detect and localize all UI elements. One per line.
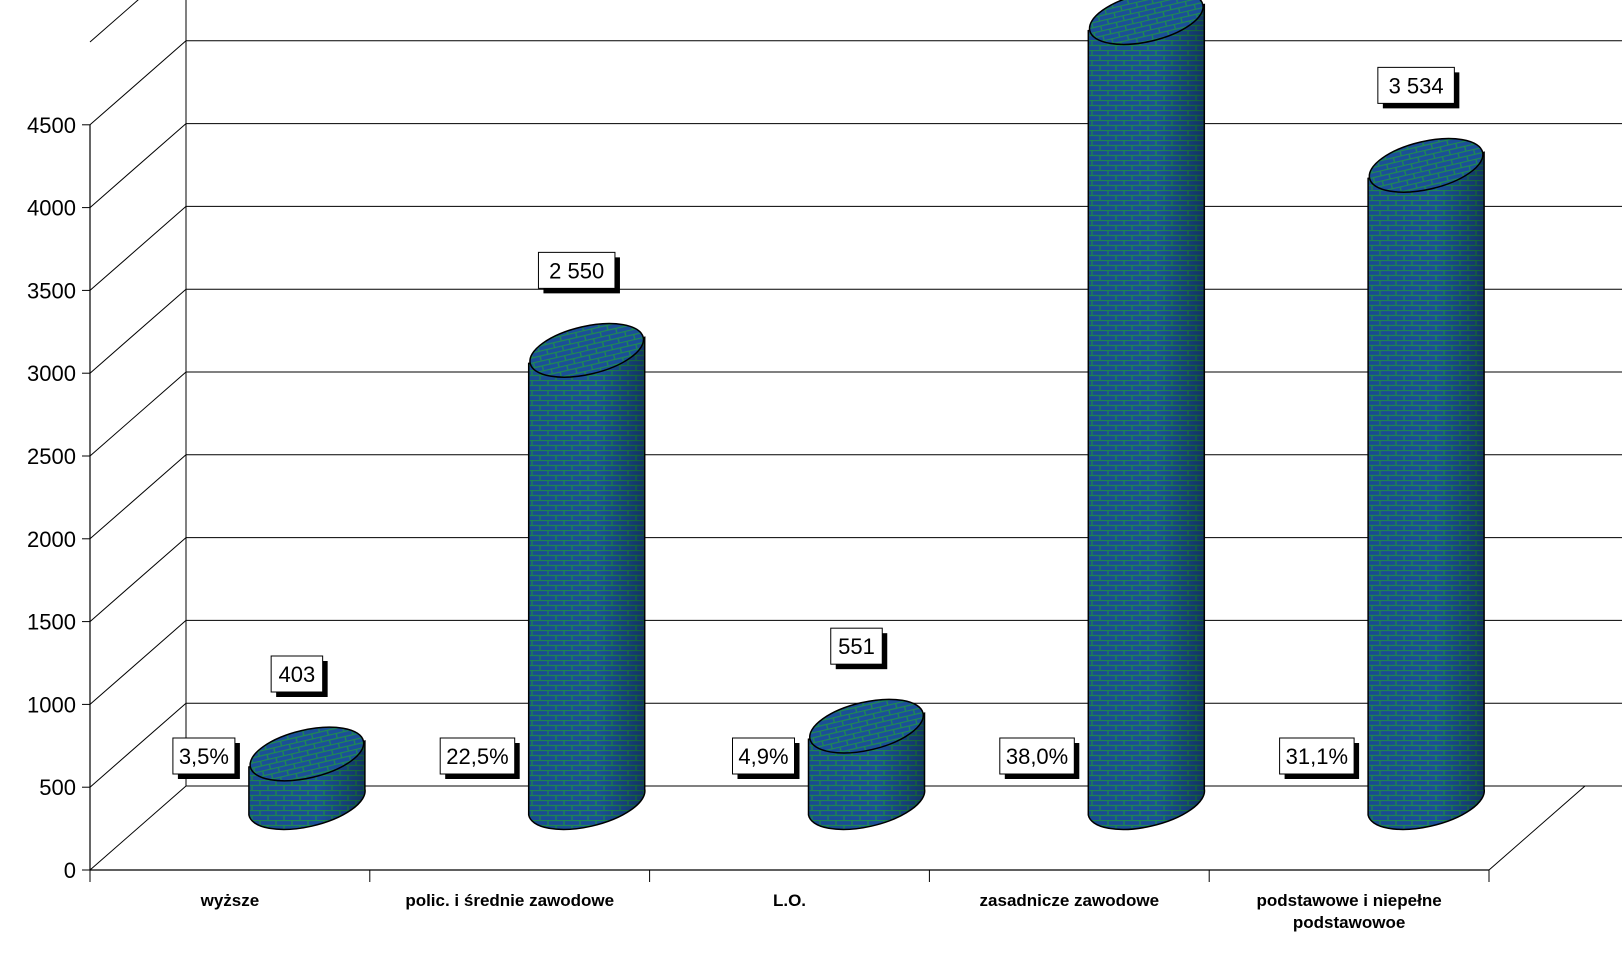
y-tick-label: 2500 [27,444,76,469]
x-tick-label: polic. i średnie zawodowe [405,891,614,910]
percent-label-box [1279,737,1355,775]
value-label: 551 [838,634,875,659]
side-gridline [89,785,187,871]
value-label-box [830,627,883,665]
percent-label: 3,5% [179,744,229,769]
percent-label: 38,0% [1006,744,1068,769]
bar-top [529,322,645,378]
percent-label: 31,1% [1286,744,1348,769]
percent-label-box [439,737,516,775]
bar-top [1368,137,1484,193]
x-tick-label: L.O. [773,891,806,910]
y-tick-label: 0 [64,858,76,883]
percent-label: 4,9% [738,744,788,769]
y-tick-label: 4000 [27,196,76,221]
x-tick-label: podstawowe i niepełne [1257,891,1442,910]
bar-shading [1088,4,1205,830]
y-tick-label: 3500 [27,278,76,303]
bar [248,726,366,831]
side-gridline [89,454,187,540]
bar-shading [1368,152,1485,830]
floor-edge [1488,785,1586,871]
percent-label-box [999,737,1075,775]
x-tick-label: zasadnicze zawodowe [980,891,1160,910]
bar-top [249,726,365,782]
y-tick-label: 500 [39,775,76,800]
bar [807,698,926,831]
axes: 0 500 1000 1500 2000 2500 3000 3500 4000 4500 wyżs… [27,113,1586,932]
bar [1367,137,1486,831]
side-gridline [89,537,187,622]
x-tick-label: podstawowoe [1293,913,1405,932]
percent-label-box [732,737,795,775]
side-gridline [89,40,187,126]
side-gridline [89,0,139,43]
value-label: 3 534 [1389,73,1444,98]
side-gridline [89,371,187,457]
bar-top [1088,0,1204,46]
value-label-box [1377,66,1455,104]
bar-shading [528,337,645,830]
side-gridline [89,123,187,208]
y-tick-label: 3000 [27,361,76,386]
value-label: 2 550 [549,258,604,283]
side-gridline [89,702,187,788]
side-gridline [89,206,187,291]
percent-label-box [172,737,236,775]
value-label-box [537,251,616,289]
y-tick-label: 2000 [27,527,76,552]
y-tick-label: 1500 [27,610,76,635]
y-tick-label: 1000 [27,692,76,717]
value-label-box [270,655,324,693]
bars [248,0,1486,831]
bar-top [808,698,925,754]
bar [527,322,646,831]
side-gridline [89,288,187,374]
bar [1087,0,1206,831]
side-gridline [89,620,187,705]
value-label: 403 [279,662,316,687]
percent-label: 22,5% [446,744,508,769]
x-tick-label: wyższe [200,891,260,910]
y-tick-label: 4500 [27,113,76,138]
